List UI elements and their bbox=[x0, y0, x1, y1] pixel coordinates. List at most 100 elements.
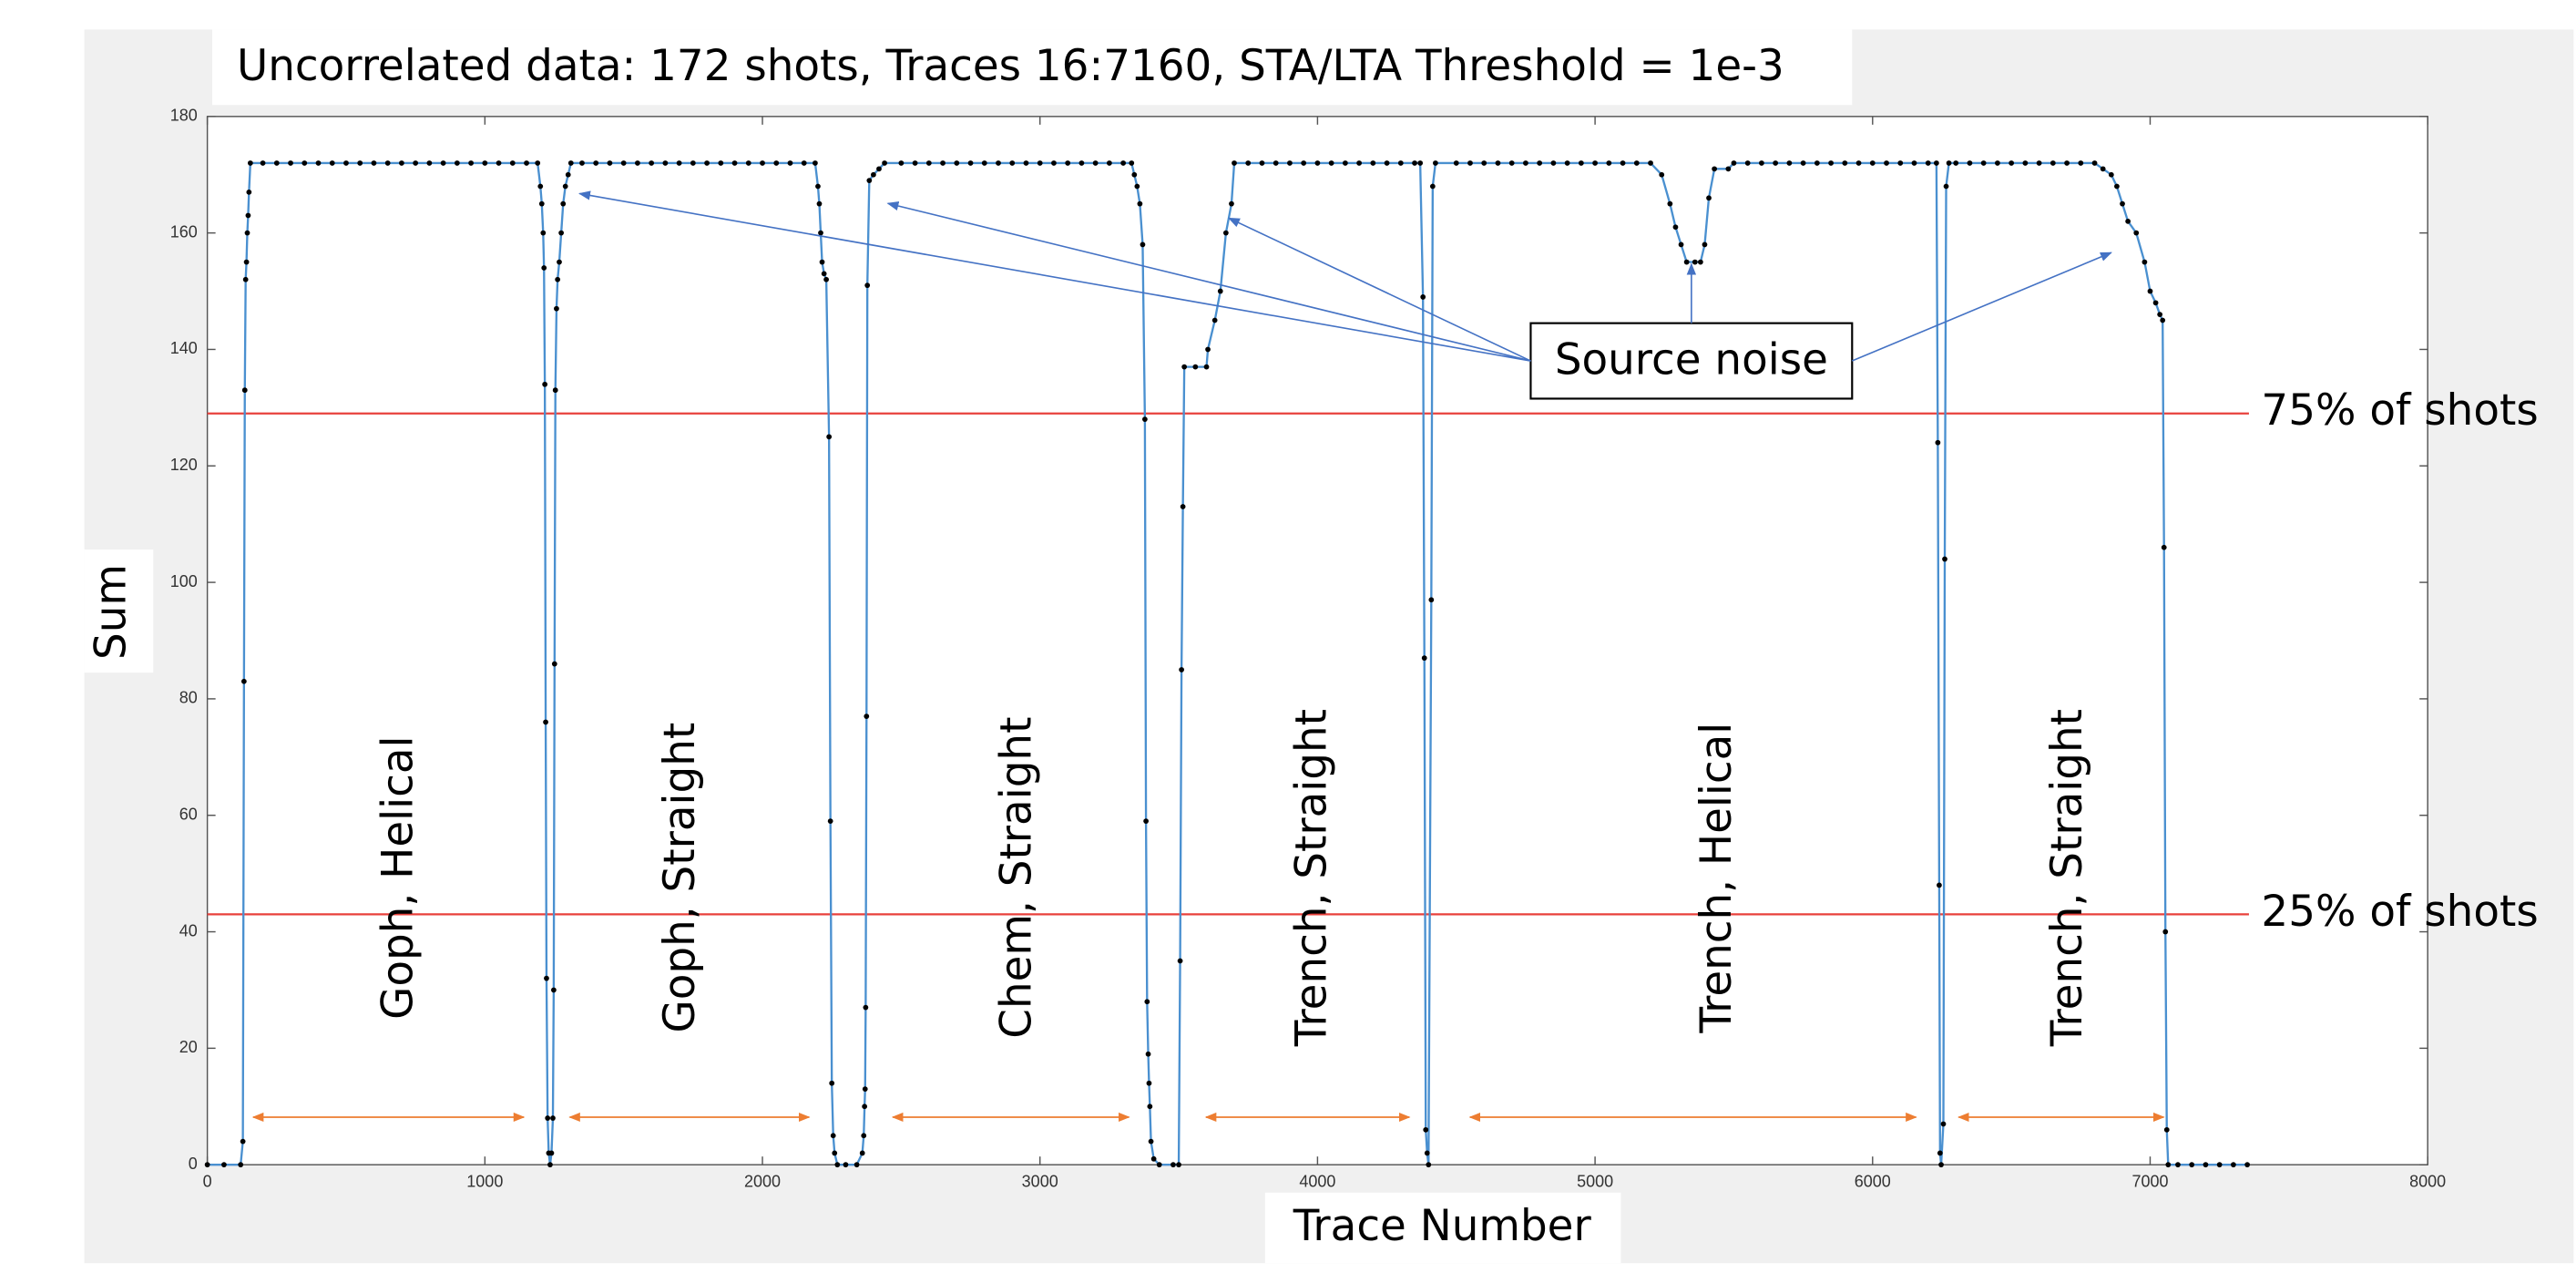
data-point bbox=[1946, 160, 1952, 166]
data-point bbox=[1678, 241, 1684, 248]
data-point bbox=[1217, 288, 1223, 294]
data-point bbox=[1428, 597, 1435, 603]
data-point bbox=[954, 160, 960, 166]
data-point bbox=[1925, 160, 1931, 166]
data-point bbox=[2125, 218, 2131, 224]
data-point bbox=[704, 160, 710, 166]
data-point bbox=[204, 1162, 210, 1168]
x-tick-label: 6000 bbox=[1855, 1173, 1891, 1191]
data-point bbox=[1648, 160, 1653, 166]
data-point bbox=[912, 160, 918, 166]
data-point bbox=[1148, 1138, 1154, 1145]
x-tick-label: 2000 bbox=[744, 1173, 781, 1191]
y-tick-label: 80 bbox=[179, 689, 198, 707]
data-point bbox=[981, 160, 987, 166]
data-point bbox=[818, 230, 823, 236]
data-point bbox=[1712, 166, 1717, 172]
data-point bbox=[329, 160, 335, 166]
data-point bbox=[2147, 288, 2153, 294]
data-point bbox=[882, 160, 887, 166]
data-point bbox=[1702, 241, 1708, 248]
data-point bbox=[1421, 655, 1427, 662]
data-point bbox=[540, 230, 547, 236]
data-point bbox=[1842, 160, 1848, 166]
data-point bbox=[1943, 183, 1949, 190]
data-point bbox=[1134, 183, 1140, 190]
data-point bbox=[731, 160, 738, 166]
data-point bbox=[426, 160, 433, 166]
data-point bbox=[1245, 160, 1252, 166]
data-point bbox=[440, 160, 446, 166]
data-point bbox=[544, 975, 549, 981]
data-point bbox=[1731, 160, 1737, 166]
data-point bbox=[1578, 160, 1584, 166]
x-tick-label: 3000 bbox=[1022, 1173, 1058, 1191]
data-point bbox=[1180, 504, 1186, 509]
data-point bbox=[1420, 294, 1426, 300]
data-point bbox=[1145, 1051, 1151, 1057]
data-point bbox=[1342, 160, 1348, 166]
data-point bbox=[864, 713, 870, 719]
x-tick-label: 4000 bbox=[1299, 1173, 1335, 1191]
y-tick-label: 100 bbox=[170, 572, 198, 590]
y-tick-label: 120 bbox=[170, 456, 198, 474]
data-point bbox=[662, 160, 669, 166]
segment-label: Chem, Straight bbox=[992, 717, 1041, 1039]
data-point bbox=[524, 160, 529, 166]
segment-label: Trench, Straight bbox=[1287, 709, 1336, 1047]
data-point bbox=[1800, 160, 1806, 166]
data-point bbox=[1426, 1162, 1432, 1168]
data-point bbox=[550, 1115, 556, 1121]
data-point bbox=[384, 160, 391, 166]
data-point bbox=[1467, 160, 1473, 166]
data-point bbox=[1412, 160, 1417, 166]
data-point bbox=[1301, 160, 1307, 166]
data-point bbox=[2175, 1162, 2181, 1168]
data-point bbox=[1814, 160, 1820, 166]
data-point bbox=[718, 160, 724, 166]
data-point bbox=[1429, 183, 1436, 190]
data-point bbox=[801, 160, 807, 166]
data-point bbox=[1131, 171, 1138, 178]
data-point bbox=[555, 276, 561, 282]
data-point bbox=[552, 387, 558, 394]
data-point bbox=[826, 434, 833, 440]
data-point bbox=[1397, 160, 1404, 166]
data-point bbox=[1146, 1080, 1152, 1086]
data-point bbox=[1692, 259, 1698, 265]
data-point bbox=[468, 160, 474, 166]
data-point bbox=[1205, 346, 1211, 353]
y-tick-label: 180 bbox=[170, 107, 198, 125]
y-tick-label: 20 bbox=[179, 1038, 198, 1056]
data-point bbox=[1855, 160, 1862, 166]
data-point bbox=[829, 1080, 835, 1086]
data-point bbox=[2157, 312, 2163, 317]
data-point bbox=[1453, 160, 1459, 166]
data-point bbox=[551, 987, 557, 993]
data-point bbox=[1023, 160, 1029, 166]
data-point bbox=[996, 160, 1001, 166]
data-point bbox=[1937, 1150, 1943, 1156]
data-point bbox=[2142, 259, 2148, 265]
data-point bbox=[862, 1086, 868, 1092]
data-point bbox=[816, 200, 823, 207]
data-point bbox=[1328, 160, 1334, 166]
data-point bbox=[509, 160, 516, 166]
data-point bbox=[815, 183, 821, 190]
data-point bbox=[547, 1162, 553, 1168]
data-point bbox=[1356, 160, 1362, 166]
data-point bbox=[2189, 1162, 2195, 1168]
data-point bbox=[1037, 160, 1043, 166]
data-point bbox=[832, 1150, 838, 1156]
data-point bbox=[2120, 200, 2125, 207]
data-point bbox=[557, 259, 562, 265]
data-point bbox=[567, 160, 574, 166]
data-point bbox=[830, 1133, 836, 1139]
data-point bbox=[1140, 241, 1146, 248]
y-tick-label: 160 bbox=[170, 222, 198, 241]
x-label-box bbox=[1264, 1192, 1621, 1264]
data-point bbox=[1564, 160, 1570, 166]
segment-label: Trench, Helical bbox=[1692, 723, 1742, 1034]
data-point bbox=[1229, 200, 1234, 207]
data-point bbox=[1129, 160, 1135, 166]
